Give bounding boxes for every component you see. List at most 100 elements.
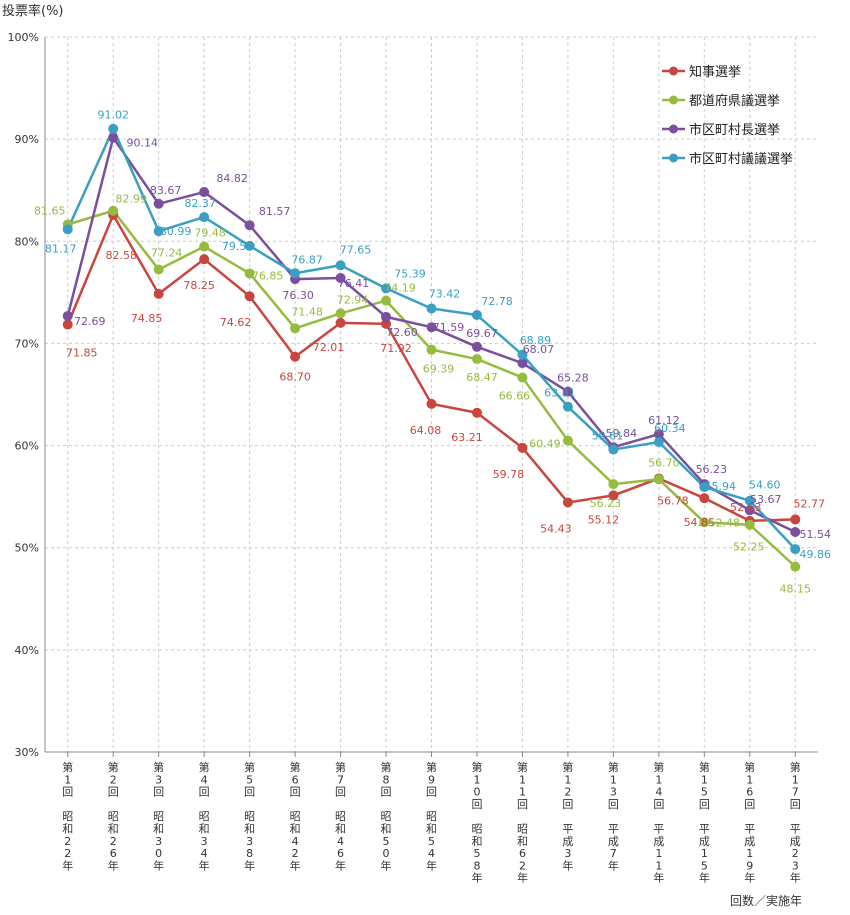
x-tick-char: 回 (517, 798, 528, 811)
x-tick-char: 年 (562, 858, 573, 872)
data-label: 76.41 (338, 277, 370, 290)
x-tick-char: 7 (337, 773, 344, 786)
x-tick-char: 和 (244, 823, 255, 836)
data-label: 72.01 (313, 341, 345, 354)
x-tick-char: 第 (335, 760, 346, 774)
data-point (153, 264, 164, 275)
x-tick-char: 和 (62, 823, 73, 836)
data-label: 76.30 (282, 289, 314, 302)
x-tick-char: 5 (246, 773, 253, 786)
data-label: 76.87 (291, 253, 323, 266)
x-tick-char: 年 (335, 858, 346, 872)
legend-swatch-marker (669, 66, 678, 76)
x-tick-char: 第 (653, 760, 664, 774)
data-point (244, 240, 255, 251)
data-label: 65.28 (557, 372, 589, 385)
data-point (426, 344, 437, 355)
x-tick-char: 2 (64, 847, 71, 860)
data-point (199, 187, 210, 198)
x-tick-char: 昭 (471, 823, 482, 836)
data-label: 54.60 (749, 479, 781, 492)
y-tick-labels: 30% 40% 50% 60% 70% 80% 90% 100% (8, 31, 39, 759)
legend-label: 都道府県議選挙 (689, 94, 780, 109)
x-tick-char: 年 (244, 858, 255, 872)
data-point (290, 351, 301, 362)
x-tick-char: 4 (428, 847, 435, 860)
data-point (517, 358, 528, 369)
data-label: 59.78 (493, 468, 525, 481)
x-tick-char: 年 (426, 858, 437, 872)
data-point (381, 318, 392, 329)
x-tick-char: 1 (64, 773, 71, 786)
x-tick-char: 回 (290, 786, 301, 799)
data-label: 72.69 (74, 315, 106, 328)
x-tick-char: 昭 (290, 810, 301, 823)
x-tick-char: 2 (110, 835, 117, 848)
data-label: 78.25 (183, 279, 215, 292)
data-label: 49.86 (800, 548, 832, 561)
x-tick-char: 4 (655, 786, 662, 799)
x-tick-char: 0 (473, 786, 480, 799)
x-tick-char: 3 (792, 859, 799, 872)
legend-item: 市区町村長選挙 (662, 122, 780, 138)
data-point (790, 561, 801, 572)
x-tick-char: 3 (155, 773, 162, 786)
data-point (108, 123, 119, 134)
data-label: 72.60 (386, 326, 418, 339)
x-tick-char: 第 (471, 760, 482, 774)
data-point (153, 198, 164, 209)
x-tick-char: 回 (744, 798, 755, 811)
x-tick-char: 9 (746, 859, 753, 872)
x-tick-char: 4 (201, 847, 208, 860)
data-label: 55.94 (705, 480, 737, 493)
x-tick-char: 平 (608, 823, 619, 836)
data-point (608, 444, 619, 455)
x-tick-char: 回 (699, 798, 710, 811)
data-point (335, 308, 346, 319)
y-tick-label: 50% (15, 542, 39, 555)
x-tick-char: 昭 (244, 810, 255, 823)
x-tick-char: 5 (428, 835, 435, 848)
data-label: 68.07 (523, 343, 555, 356)
series-line (66, 136, 796, 534)
legend-item: 市区町村議議選挙 (662, 151, 793, 167)
data-point (790, 544, 801, 555)
x-tick-char: 6 (337, 847, 344, 860)
data-point (290, 268, 301, 279)
y-tick-label: 60% (15, 440, 39, 453)
data-point (62, 224, 73, 235)
x-tick-char: 和 (471, 835, 482, 848)
data-point (153, 288, 164, 299)
x-tick-char: 年 (381, 858, 392, 872)
data-point (744, 519, 755, 530)
x-tick-labels: 第1回昭和22年第2回昭和26年第3回昭和30年第4回昭和34年第5回昭和38年… (62, 760, 801, 885)
x-tick-char: 成 (608, 835, 619, 848)
x-tick-char: 2 (110, 773, 117, 786)
x-tick-char: 平 (653, 823, 664, 836)
data-point (335, 272, 346, 283)
x-tick-char: 第 (244, 760, 255, 774)
data-label: 56.70 (648, 456, 680, 469)
x-tick-char: 1 (519, 773, 526, 786)
data-label: 52.48 (709, 516, 741, 529)
legend-swatch-marker (669, 124, 678, 134)
x-tick-char: 成 (653, 835, 664, 848)
x-tick-char: 回 (653, 798, 664, 811)
data-label: 54.85 (684, 516, 716, 529)
x-tick-char: 成 (562, 835, 573, 848)
x-tick-char: 平 (699, 823, 710, 836)
data-label: 52.63 (730, 501, 762, 514)
x-tick-char: 2 (292, 847, 299, 860)
x-tick-char: 第 (744, 760, 755, 774)
data-point (199, 241, 210, 252)
x-tick-char: 3 (564, 847, 571, 860)
legend-item: 知事選挙 (662, 64, 741, 80)
x-tick-char: 2 (792, 847, 799, 860)
x-tick-char: 3 (246, 835, 253, 848)
